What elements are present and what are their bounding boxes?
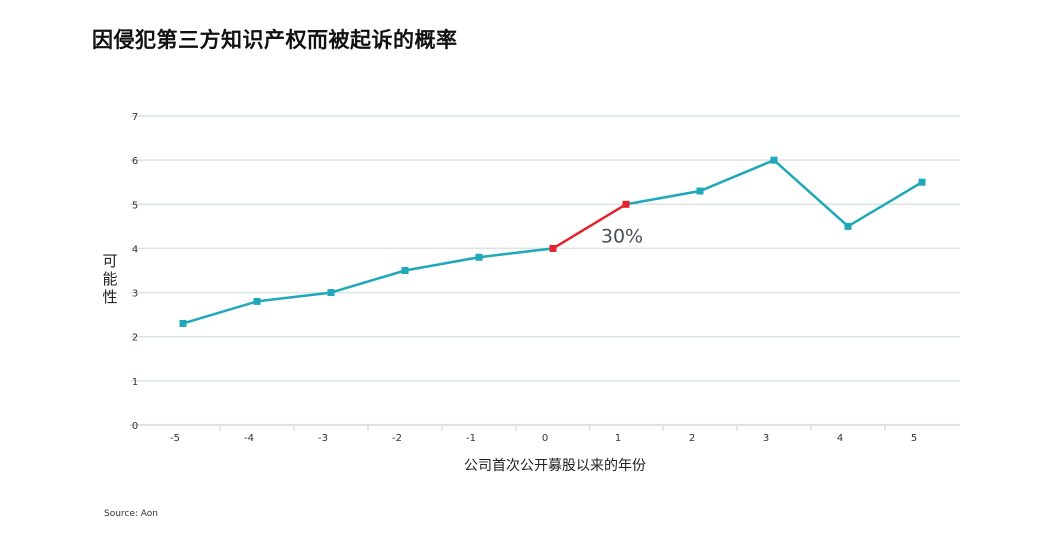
y-axis-title-char: 可 <box>102 252 117 270</box>
x-tick-label: -3 <box>318 433 328 444</box>
y-tick-label: 1 <box>132 377 138 388</box>
grid-lines <box>130 115 960 431</box>
series-lines <box>181 158 924 325</box>
y-tick-label: 2 <box>132 333 138 344</box>
chart-labels: 30% 公司首次公开募股以来的年份 可能性 <box>102 225 646 474</box>
x-tick-label: 0 <box>542 433 548 444</box>
x-tick-label: -5 <box>170 433 180 444</box>
y-tick-label: 3 <box>132 289 138 300</box>
data-point <box>770 156 778 164</box>
chart-title: 因侵犯第三方知识产权而被起诉的概率 <box>92 28 458 52</box>
y-tick-label: 6 <box>132 156 138 167</box>
x-tick-label: 2 <box>689 433 695 444</box>
x-axis-title: 公司首次公开募股以来的年份 <box>464 458 646 474</box>
y-tick-label: 4 <box>132 244 138 255</box>
line-segment <box>403 256 481 272</box>
data-point <box>696 187 704 195</box>
x-tick-label: 3 <box>763 433 769 444</box>
x-tick-label: -1 <box>466 433 476 444</box>
highlight-segment <box>551 203 628 250</box>
line-segment <box>772 158 850 228</box>
y-tick-label: 0 <box>132 421 138 432</box>
data-point <box>549 244 557 252</box>
data-point <box>253 297 261 305</box>
data-point <box>622 200 630 208</box>
source-note: Source: Aon <box>104 509 159 519</box>
data-point <box>327 289 335 297</box>
y-tick-label: 5 <box>132 200 138 211</box>
line-segment <box>624 189 702 206</box>
x-tick-label: 5 <box>911 433 917 444</box>
highlight-label: 30% <box>601 225 643 247</box>
data-point <box>401 267 409 274</box>
y-tick-label: 7 <box>132 112 138 123</box>
line-segment <box>181 300 259 325</box>
x-tick-label: -2 <box>392 433 402 444</box>
line-segment <box>477 247 555 259</box>
data-point <box>475 253 483 261</box>
line-segment <box>698 158 776 193</box>
line-segment <box>329 269 407 294</box>
data-point <box>918 178 926 186</box>
x-axis-ticks: -5 -4 -3 -2 -1 0 1 2 3 4 5 <box>170 433 917 444</box>
data-point <box>179 319 187 327</box>
x-tick-label: 4 <box>837 433 843 444</box>
y-axis-ticks: 0 1 2 3 4 5 6 7 <box>132 112 138 432</box>
data-points <box>179 156 926 327</box>
line-segment <box>846 180 924 228</box>
data-point <box>844 222 852 230</box>
line-segment <box>255 291 333 303</box>
y-axis-title-char: 能 <box>102 270 117 288</box>
y-axis-title-char: 性 <box>102 288 117 306</box>
x-tick-label: -4 <box>244 433 254 444</box>
x-tick-label: 1 <box>615 433 621 444</box>
